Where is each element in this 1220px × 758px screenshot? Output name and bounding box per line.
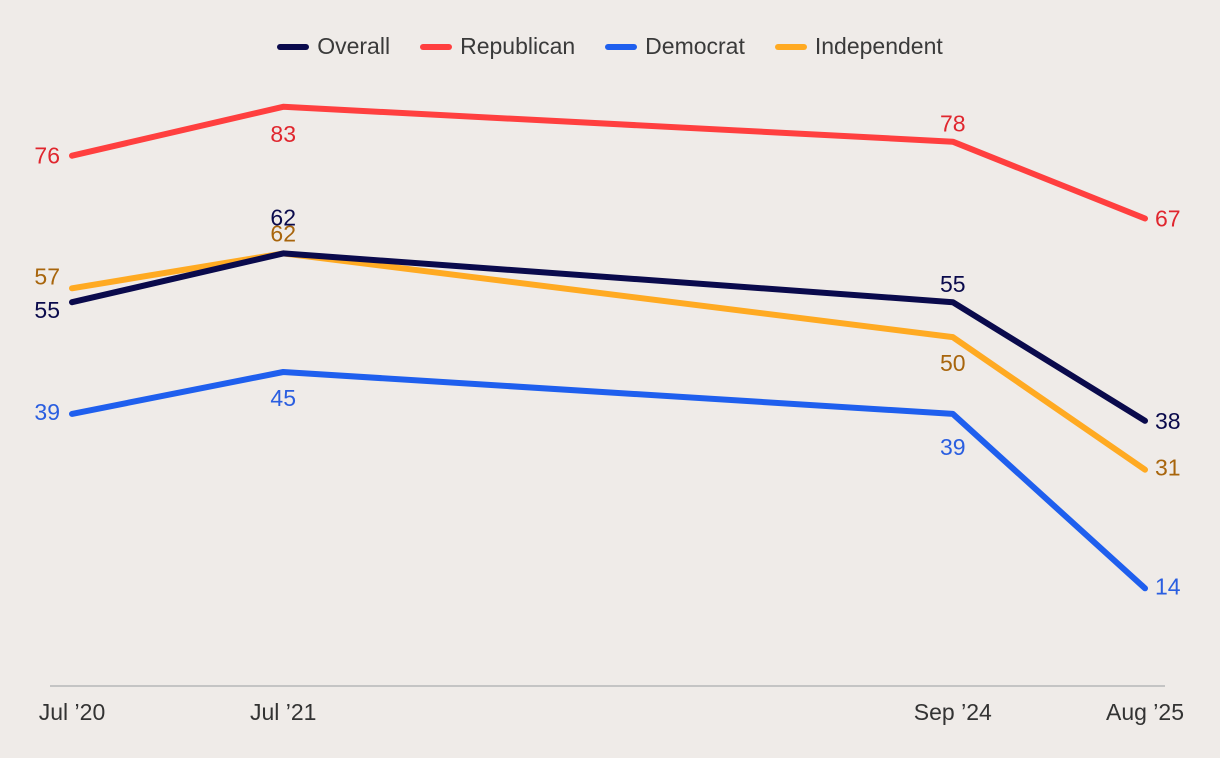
data-label-republican: 76 [34, 143, 60, 169]
data-label-democrat: 45 [270, 385, 296, 411]
legend: Overall Republican Democrat Independent [0, 33, 1220, 60]
legend-item-democrat[interactable]: Democrat [605, 33, 745, 60]
data-label-overall: 55 [34, 297, 60, 323]
legend-item-independent[interactable]: Independent [774, 33, 943, 60]
legend-swatch-democrat [605, 43, 638, 50]
data-label-democrat: 14 [1155, 573, 1181, 599]
data-label-republican: 67 [1155, 205, 1181, 231]
legend-label-republican: Republican [460, 33, 576, 59]
x-tick-label: Jul ’21 [250, 699, 316, 725]
legend-swatch-independent [774, 43, 807, 50]
data-label-democrat: 39 [940, 434, 966, 460]
series-line-democrat [69, 369, 1148, 592]
data-label-independent: 50 [940, 350, 966, 376]
data-label-overall: 38 [1155, 408, 1181, 434]
data-label-independent: 62 [270, 220, 296, 246]
data-label-independent: 57 [34, 263, 60, 289]
legend-swatch-republican [420, 43, 453, 50]
legend-item-republican[interactable]: Republican [420, 33, 575, 60]
data-label-republican: 78 [940, 111, 966, 137]
legend-swatch-overall [277, 43, 310, 50]
legend-label-independent: Independent [814, 33, 943, 59]
data-label-republican: 83 [270, 121, 296, 147]
x-tick-label: Sep ’24 [914, 699, 992, 725]
legend-label-democrat: Democrat [645, 33, 745, 59]
series-line-republican [69, 103, 1148, 222]
x-tick-label: Jul ’20 [39, 699, 105, 725]
series-line-independent [69, 250, 1148, 473]
data-label-independent: 31 [1155, 455, 1181, 481]
data-label-overall: 62 [270, 204, 296, 230]
x-tick-label: Aug ’25 [1106, 699, 1184, 725]
data-label-overall: 55 [940, 271, 966, 297]
legend-label-overall: Overall [317, 33, 391, 59]
legend-item-overall[interactable]: Overall [277, 33, 390, 60]
series-line-overall [69, 250, 1148, 424]
data-label-democrat: 39 [34, 399, 60, 425]
